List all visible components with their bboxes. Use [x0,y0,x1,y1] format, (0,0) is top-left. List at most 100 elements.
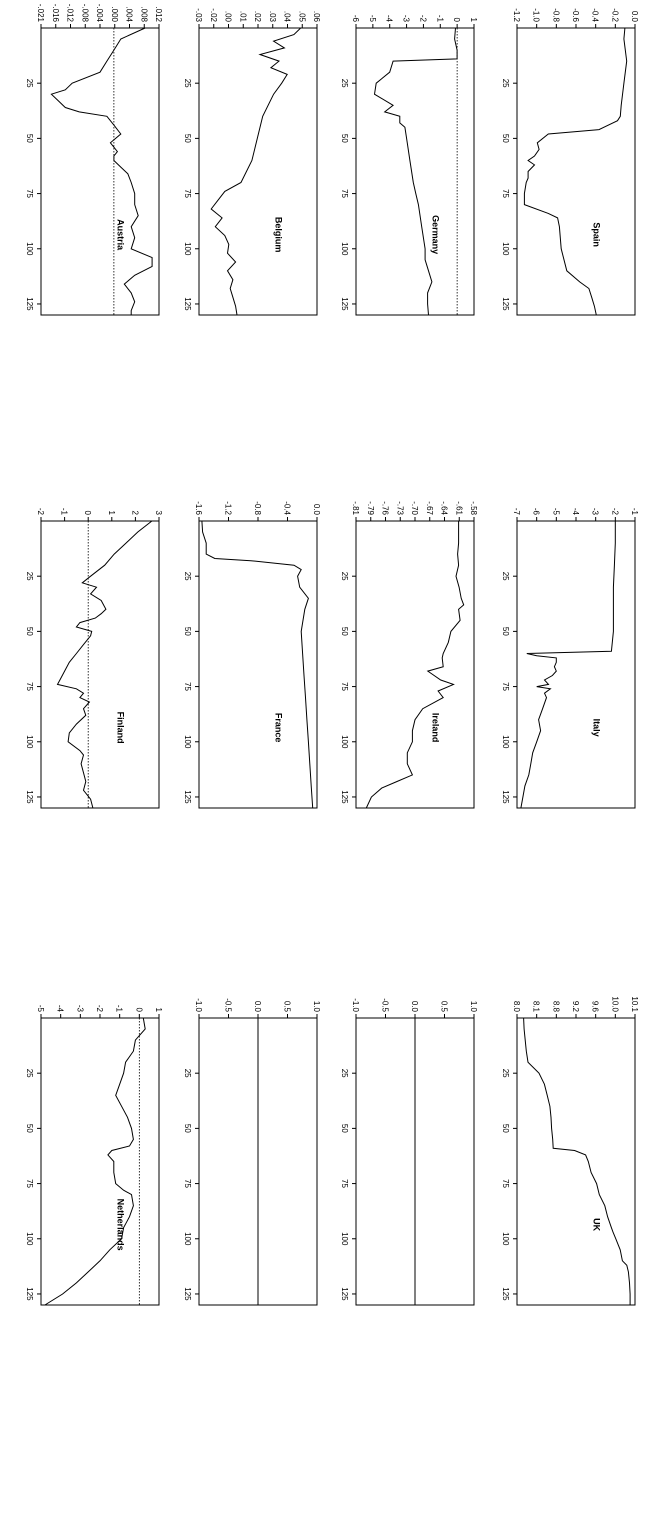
x-tick-label: 50 [501,134,510,143]
y-tick-label: -7 [512,508,521,516]
x-tick-label: 25 [340,1069,349,1078]
panel-title: Finland [116,712,126,744]
y-tick-label: 8.0 [512,1001,521,1013]
x-tick-label: 25 [340,79,349,88]
x-tick-label: 25 [340,572,349,581]
panel-title: Spain [592,222,602,247]
y-tick-label: -0.6 [571,8,580,22]
y-tick-label: 10.0 [610,996,619,1012]
x-tick-label: 75 [340,1179,349,1188]
x-tick-label: 125 [183,1287,192,1301]
x-tick-label: 50 [501,1124,510,1133]
x-tick-label: 100 [25,735,34,749]
x-tick-label: 75 [340,189,349,198]
y-tick-label: -.70 [410,501,419,515]
x-tick-label: 100 [340,1232,349,1246]
plot-frame [40,1017,160,1306]
y-tick-label: -1 [630,508,639,516]
y-tick-label: -.58 [469,501,478,515]
x-tick-label: 100 [183,735,192,749]
x-tick-label: 100 [340,242,349,256]
x-tick-label: 50 [183,1124,192,1133]
panel-germany: 25 50 75 100 125 -6 -5 -4 -3 -2 -1 0 1 Germany [340,15,478,316]
series-line [365,521,465,809]
plot-frame [516,520,636,809]
y-tick-label: -.03 [194,8,203,22]
y-tick-label: .01 [238,11,247,23]
y-tick-label: 1 [154,1008,163,1013]
y-tick-label: -3 [75,1005,84,1013]
y-tick-label: -.81 [351,501,360,515]
y-tick-label: -.79 [366,501,375,515]
y-tick-label: 9.6 [591,1001,600,1013]
y-tick-label: 8.1 [532,1001,541,1013]
x-tick-label: 100 [183,1232,192,1246]
series-line [373,27,458,316]
y-tick-label: 9.2 [571,1001,580,1013]
y-tick-label: .004 [125,6,134,22]
x-tick-label: 50 [340,134,349,143]
y-tick-label: .02 [253,11,262,23]
x-tick-label: 25 [501,1069,510,1078]
x-tick-label: 100 [25,1232,34,1246]
x-tick-label: 50 [340,627,349,636]
y-tick-label: -0.8 [253,501,262,515]
y-tick-label: .05 [297,11,306,23]
y-tick-label: -.76 [381,501,390,515]
y-tick-label: 0.0 [312,504,321,516]
panel-blank-10: 25 50 75 100 125 -1.0 -0.5 0.0 0.5 1.0 [340,998,478,1306]
y-tick-label: 0.0 [253,1001,262,1013]
x-tick-label: 125 [340,297,349,311]
panel-finland: 25 50 75 100 125 -2 -1 0 1 2 3 Finland [25,508,163,809]
y-tick-label: -1.2 [224,501,233,515]
y-tick-label: -.64 [440,501,449,515]
y-tick-label: -5 [551,508,560,516]
y-tick-label: -0.4 [591,8,600,22]
panel-ireland: 25 50 75 100 125 -.81 -.79 -.76 -.73 -.70 -.67 -.64… [340,501,478,809]
x-tick-label: 100 [501,1232,510,1246]
panel-netherlands: 25 50 75 100 125 -5 -4 -3 -2 -1 0 1 Netherlands [25,1005,163,1306]
x-tick-label: 25 [25,79,34,88]
y-tick-label: 2 [130,511,139,516]
x-tick-label: 75 [183,682,192,691]
y-tick-label: 3 [154,511,163,516]
panel-belgium: 25 50 75 100 125 -.03 -.02 .00 .01 .02 .03 .04 .05 .0… [183,8,321,316]
y-tick-label: -2 [95,1005,104,1013]
x-tick-label: 75 [25,1179,34,1188]
y-tick-label: 0.5 [283,1001,292,1013]
y-tick-label: -0.2 [610,8,619,22]
y-tick-label: -1.0 [532,8,541,22]
x-tick-label: 75 [501,682,510,691]
panel-title: Netherlands [116,1199,126,1251]
y-tick-label: -2 [418,15,427,23]
y-tick-label: -4 [571,508,580,516]
panel-title: Belgium [274,217,284,253]
y-tick-label: 1.0 [469,1001,478,1013]
y-tick-label: -.61 [454,501,463,515]
y-tick-label: -.67 [425,501,434,515]
y-tick-label: -1 [60,508,69,516]
y-tick-label: -1 [435,15,444,23]
x-tick-label: 50 [25,627,34,636]
y-tick-label: -6 [351,15,360,23]
x-tick-label: 75 [340,682,349,691]
x-tick-label: 125 [501,790,510,804]
plot-frame [355,27,475,316]
y-tick-label: 0.5 [440,1001,449,1013]
panel-title: Italy [592,719,602,737]
x-tick-label: 75 [501,1179,510,1188]
y-tick-label: .012 [154,6,163,22]
series-line [50,27,153,315]
y-tick-label: -2 [610,508,619,516]
x-tick-label: 25 [25,572,34,581]
y-tick-label: 0 [452,18,461,23]
y-tick-label: -0.5 [224,998,233,1012]
panel-italy: 25 50 75 100 125 -7 -6 -5 -4 -3 -2 -1 Italy [501,508,639,809]
plot-frame [355,520,475,809]
panel-title: France [274,713,284,743]
panel-title: Austria [116,219,126,251]
x-tick-label: 125 [501,1287,510,1301]
x-tick-label: 125 [25,1287,34,1301]
x-tick-label: 100 [501,242,510,256]
